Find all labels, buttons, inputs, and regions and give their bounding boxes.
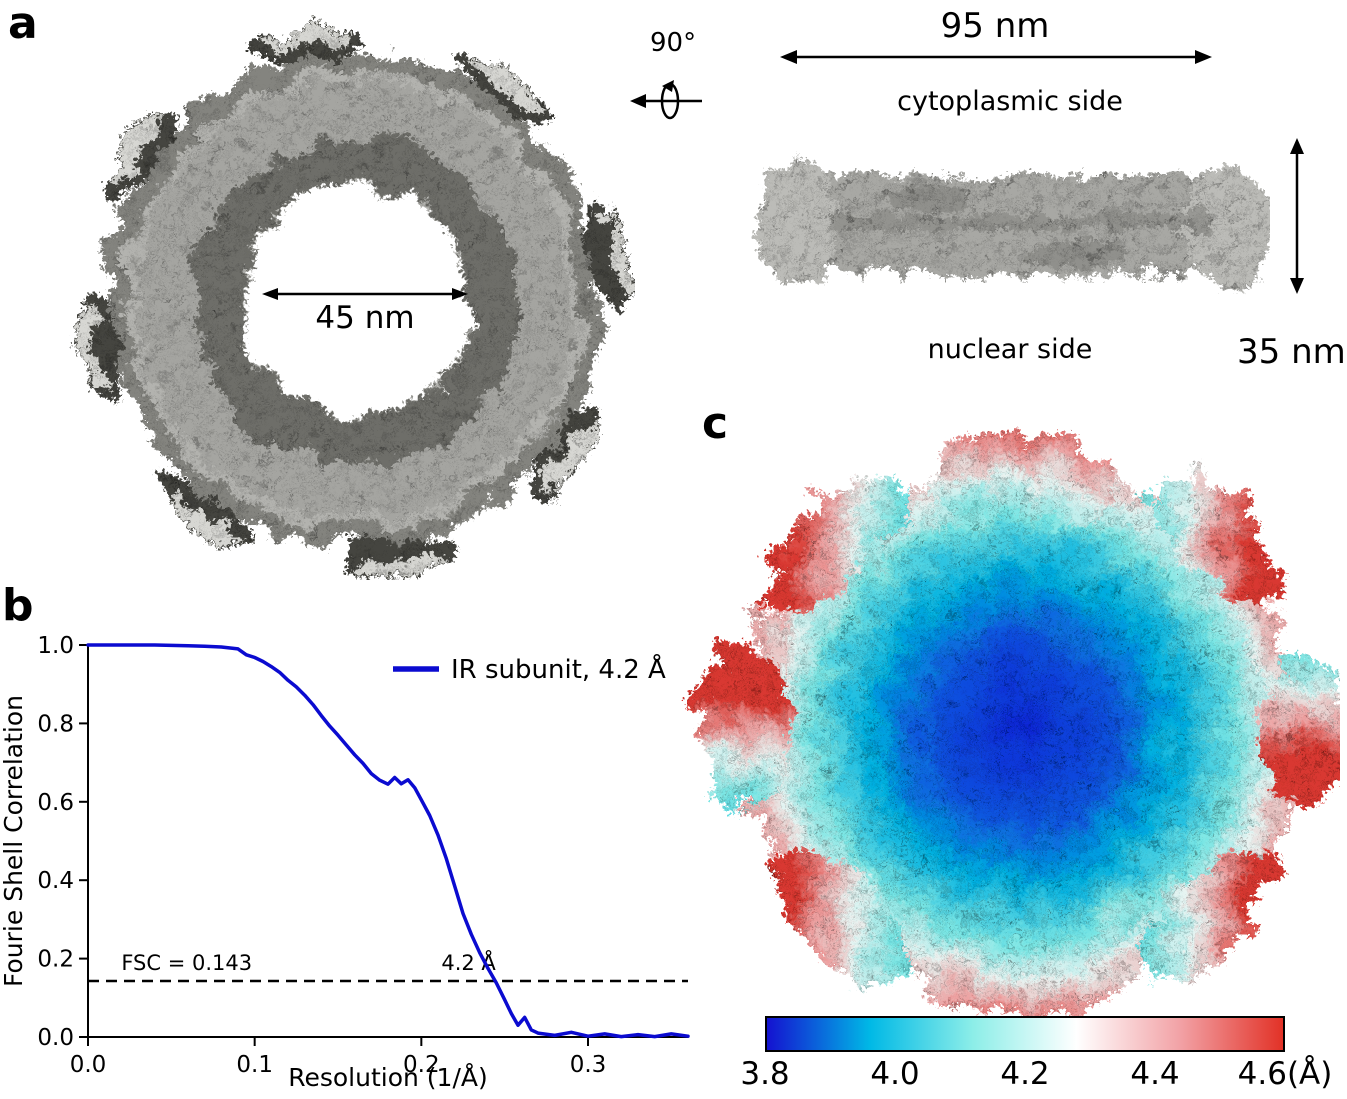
y-tick-label: 0.6 — [37, 790, 74, 816]
y-axis-label: Fourie Shell Correlation — [0, 695, 28, 987]
side-width-arrow — [780, 50, 1212, 64]
side-height-label: 35 nm — [1237, 332, 1346, 372]
x-tick-label: 0.1 — [236, 1052, 273, 1078]
x-tick-label: 0.3 — [570, 1052, 607, 1078]
cytoplasmic-side-label: cytoplasmic side — [897, 86, 1123, 117]
inner-diameter-arrow — [262, 288, 468, 300]
rotation-axis-icon — [630, 80, 702, 120]
y-tick-label: 0.8 — [37, 711, 74, 737]
panel-a-label: a — [8, 0, 38, 49]
inner-diameter-label: 45 nm — [315, 300, 415, 336]
legend-label: IR subunit, 4.2 Å — [451, 653, 666, 685]
panel-c-label: c — [702, 398, 729, 449]
x-tick-label: 0.2 — [403, 1052, 440, 1078]
fsc-curve — [86, 643, 690, 1039]
side-width-label: 95 nm — [940, 6, 1050, 46]
top-view-density-map — [69, 14, 621, 566]
x-tick-label: 0.0 — [70, 1052, 107, 1078]
resolution-annotation: 4.2 Å — [441, 949, 496, 975]
colorbar-tick: 4.2 — [1000, 1056, 1050, 1092]
x-axis-label: Resolution (1/Å) — [288, 1063, 488, 1092]
y-tick-label: 0.2 — [37, 947, 74, 973]
local-resolution-map — [685, 420, 1337, 1005]
side-height-arrow — [1290, 138, 1304, 294]
colorbar-tick: 4.4 — [1130, 1056, 1180, 1092]
y-tick-label: 0.0 — [37, 1025, 74, 1051]
colorbar-gradient — [765, 1016, 1285, 1052]
colorbar-tick: 4.0 — [870, 1056, 920, 1092]
fsc-threshold-label: FSC = 0.143 — [121, 951, 252, 975]
y-tick-label: 0.4 — [37, 868, 74, 894]
side-view-density-map — [746, 154, 1264, 278]
colorbar-tick: 4.6(Å) — [1237, 1056, 1333, 1092]
rotation-angle-label: 90° — [650, 28, 697, 58]
y-tick-label: 1.0 — [37, 633, 74, 659]
panel-b-label: b — [2, 580, 34, 631]
fsc-chart: 0.0 0.1 0.2 0.3 0.0 0.2 0.4 0.6 0.8 1.0 FSC = 0.14… — [0, 610, 710, 1099]
colorbar-ticks: 3.8 4.0 4.2 4.4 4.6(Å) — [740, 1056, 1332, 1098]
colorbar-tick: 3.8 — [740, 1056, 790, 1092]
nuclear-side-label: nuclear side — [927, 334, 1093, 365]
